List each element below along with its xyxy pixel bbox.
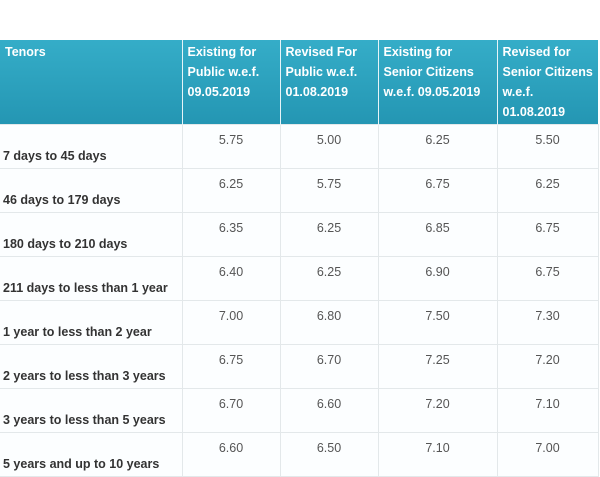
table-row: 211 days to less than 1 year 6.40 6.25 6.90… xyxy=(0,256,599,301)
rate-cell: 5.50 xyxy=(496,124,599,169)
tenor-cell: 2 years to less than 3 years xyxy=(0,344,183,389)
rate-cell: 7.50 xyxy=(377,300,498,345)
rate-cell: 6.40 xyxy=(181,256,281,301)
tenor-cell: 7 days to 45 days xyxy=(0,124,183,169)
rate-cell: 6.25 xyxy=(279,256,379,301)
rate-cell: 7.10 xyxy=(496,388,599,433)
tenor-cell: 180 days to 210 days xyxy=(0,212,183,257)
rate-cell: 7.25 xyxy=(377,344,498,389)
rate-cell: 6.25 xyxy=(279,212,379,257)
rate-cell: 6.75 xyxy=(181,344,281,389)
interest-rate-table: Tenors Existing for Public w.e.f. 09.05.2… xyxy=(0,40,599,477)
rate-cell: 5.00 xyxy=(279,124,379,169)
rate-cell: 7.20 xyxy=(496,344,599,389)
rate-cell: 5.75 xyxy=(279,168,379,213)
rate-cell: 6.90 xyxy=(377,256,498,301)
rate-cell: 6.50 xyxy=(279,432,379,477)
rate-cell: 6.80 xyxy=(279,300,379,345)
table-row: 180 days to 210 days 6.35 6.25 6.85 6.75 xyxy=(0,212,599,257)
column-header: Revised for Senior Citizens w.e.f. 01.08… xyxy=(497,40,598,125)
rate-cell: 6.70 xyxy=(279,344,379,389)
rate-cell: 6.85 xyxy=(377,212,498,257)
tenor-cell: 1 year to less than 2 year xyxy=(0,300,183,345)
rate-cell: 7.10 xyxy=(377,432,498,477)
rate-cell: 7.00 xyxy=(496,432,599,477)
rate-cell: 6.75 xyxy=(496,256,599,301)
table-row: 1 year to less than 2 year 7.00 6.80 7.50 7.… xyxy=(0,300,599,345)
table-body: 7 days to 45 days 5.75 5.00 6.25 5.50 46 days… xyxy=(0,124,599,477)
column-header: Revised For Public w.e.f. 01.08.2019 xyxy=(280,40,379,125)
tenor-cell: 211 days to less than 1 year xyxy=(0,256,183,301)
rate-cell: 6.25 xyxy=(181,168,281,213)
table-row: 46 days to 179 days 6.25 5.75 6.75 6.25 xyxy=(0,168,599,213)
table-row: 5 years and up to 10 years 6.60 6.50 7.10 7.… xyxy=(0,432,599,477)
rate-cell: 6.25 xyxy=(496,168,599,213)
table-row: 3 years to less than 5 years 6.70 6.60 7.20… xyxy=(0,388,599,433)
rate-cell: 6.70 xyxy=(181,388,281,433)
rate-cell: 5.75 xyxy=(181,124,281,169)
tenor-cell: 3 years to less than 5 years xyxy=(0,388,183,433)
column-header: Existing for Public w.e.f. 09.05.2019 xyxy=(182,40,281,125)
rate-cell: 6.35 xyxy=(181,212,281,257)
tenor-cell: 5 years and up to 10 years xyxy=(0,432,183,477)
rate-cell: 6.60 xyxy=(181,432,281,477)
rate-cell: 6.75 xyxy=(377,168,498,213)
table-row: 7 days to 45 days 5.75 5.00 6.25 5.50 xyxy=(0,124,599,169)
rate-cell: 6.25 xyxy=(377,124,498,169)
rate-cell: 6.75 xyxy=(496,212,599,257)
rate-cell: 7.00 xyxy=(181,300,281,345)
rate-cell: 7.30 xyxy=(496,300,599,345)
header-row: Tenors Existing for Public w.e.f. 09.05.2… xyxy=(0,40,598,125)
table-row: 2 years to less than 3 years 6.75 6.70 7.25… xyxy=(0,344,599,389)
rate-cell: 6.60 xyxy=(279,388,379,433)
column-header: Existing for Senior Citizens w.e.f. 09.0… xyxy=(378,40,498,125)
tenor-cell: 46 days to 179 days xyxy=(0,168,183,213)
column-header: Tenors xyxy=(0,40,183,125)
rate-cell: 7.20 xyxy=(377,388,498,433)
